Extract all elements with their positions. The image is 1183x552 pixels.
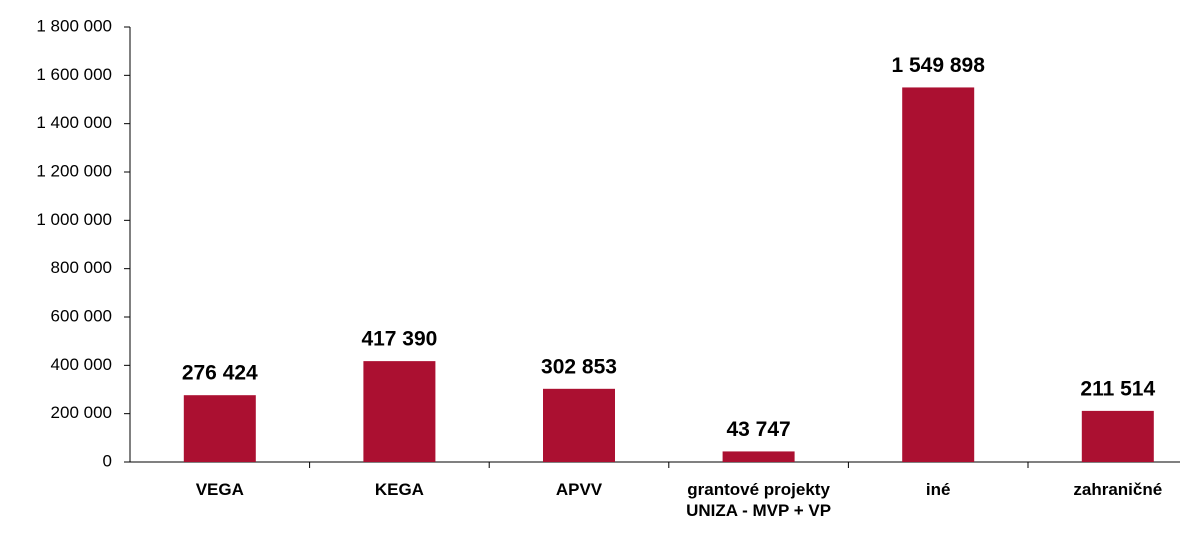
value-label: 1 549 898	[891, 54, 985, 77]
y-tick-label: 1 600 000	[36, 65, 112, 84]
x-tick-label: zahraničné	[1073, 480, 1163, 499]
value-label: 302 853	[541, 355, 617, 378]
x-tick-label: iné	[925, 480, 951, 499]
y-tick-label: 1 400 000	[36, 113, 112, 132]
value-label: 43 747	[726, 418, 790, 441]
bar	[902, 87, 975, 462]
bar	[183, 395, 256, 462]
x-tick-label: VEGA	[195, 480, 244, 499]
y-tick-label: 0	[103, 451, 112, 470]
value-label: 211 514	[1080, 377, 1155, 400]
bar	[722, 451, 795, 462]
y-tick-label: 600 000	[51, 306, 112, 325]
x-tick-label: KEGA	[374, 480, 424, 499]
bar	[363, 361, 436, 462]
value-label: 417 390	[361, 328, 437, 351]
bar	[1081, 410, 1154, 462]
y-tick-label: 1 800 000	[36, 16, 112, 35]
x-tick-label: grantové projekty UNIZA - MVP + VP	[686, 480, 832, 520]
y-tick-label: 1 000 000	[36, 210, 112, 229]
y-tick-label: 400 000	[51, 355, 112, 374]
bar	[543, 388, 615, 462]
y-tick-label: 800 000	[51, 258, 112, 277]
x-tick-label: APVV	[555, 480, 603, 499]
y-tick-label: 200 000	[51, 403, 112, 422]
value-label: 276 424	[182, 362, 258, 385]
y-tick-label: 1 200 000	[36, 161, 112, 180]
